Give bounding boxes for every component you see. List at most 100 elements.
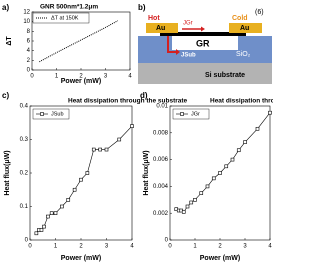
- y-tick-label: 6: [27, 39, 31, 45]
- x-tick-label: 0: [30, 74, 34, 80]
- legend-label: JSub: [51, 111, 64, 117]
- substrate-label: Si substrate: [205, 72, 245, 79]
- y-axis-label: Heat flux(μW): [143, 150, 150, 195]
- data-marker: [42, 224, 46, 229]
- panel-label: c): [2, 91, 9, 100]
- pad-label: Au: [156, 25, 165, 32]
- data-marker: [199, 191, 204, 195]
- data-marker: [79, 177, 83, 182]
- panel-label: b): [138, 3, 146, 12]
- y-tick-label: 0.008: [153, 130, 169, 136]
- panel-label: a): [2, 3, 9, 12]
- x-tick-label: 2: [79, 244, 83, 250]
- y-tick-label: 0.006: [153, 157, 169, 163]
- legend-box: [172, 108, 210, 120]
- graphene: [160, 32, 246, 36]
- oxide-label: SiO₂: [236, 51, 251, 58]
- arrowhead: [176, 49, 180, 55]
- y-tick-label: 0.01: [156, 104, 168, 110]
- x-tick-label: 3: [243, 244, 247, 250]
- y-tick-label: 0.4: [20, 104, 29, 110]
- data-marker: [236, 148, 241, 153]
- reference: (6): [255, 9, 264, 16]
- x-tick-label: 0: [168, 244, 172, 250]
- x-tick-label: 3: [105, 244, 109, 250]
- data-marker: [243, 140, 247, 144]
- figure: b) (6) Hot Cold Au Au JGr GR JSub SiO₂ S…: [2, 3, 273, 262]
- y-tick-label: 0.2: [20, 171, 29, 177]
- jsub-arrow: [167, 36, 176, 53]
- y-tick-label: 0: [165, 238, 169, 244]
- x-tick-label: 1: [193, 244, 197, 250]
- data-marker: [230, 157, 235, 162]
- data-marker: [193, 198, 197, 202]
- data-marker: [60, 204, 64, 209]
- x-tick-label: 1: [55, 74, 59, 80]
- x-axis-label: Power (mW): [61, 78, 101, 85]
- gr-box: [172, 36, 238, 50]
- legend-box: [32, 108, 70, 120]
- chart-title: GNR 500nm*1.2μm: [40, 4, 98, 11]
- legend-label: JGr: [191, 111, 200, 117]
- data-marker: [211, 176, 216, 181]
- data-marker: [255, 126, 260, 131]
- x-tick-label: 2: [79, 74, 83, 80]
- jsub-label: JSub: [181, 53, 196, 59]
- y-tick-label: 0.3: [20, 137, 29, 143]
- jgr-label: JGr: [183, 21, 193, 27]
- y-tick-label: 10: [23, 19, 30, 25]
- au-pad: [229, 23, 262, 33]
- y-tick-label: 8: [27, 29, 31, 35]
- data-marker: [66, 198, 71, 202]
- data-marker: [34, 231, 39, 236]
- panel-label: d): [140, 91, 148, 100]
- data-marker: [39, 228, 44, 232]
- data-marker: [218, 171, 222, 175]
- diagram: b) (6) Hot Cold Au Au JGr GR JSub SiO₂ S…: [138, 3, 272, 84]
- y-axis-label: Heat flux(μW): [4, 150, 11, 195]
- data-line: [36, 125, 133, 234]
- x-tick-label: 2: [218, 244, 222, 250]
- data-marker: [185, 204, 190, 209]
- data-marker: [49, 211, 54, 215]
- y-tick-label: 2: [27, 58, 31, 64]
- y-tick-label: 0.004: [153, 184, 169, 190]
- legend-marker: [40, 112, 44, 116]
- data-marker: [205, 184, 210, 189]
- x-axis-label: Power (mW): [61, 255, 101, 262]
- substrate-layer: [138, 63, 272, 84]
- y-tick-label: 4: [27, 48, 31, 54]
- y-tick-label: 0: [27, 68, 31, 74]
- data-marker: [85, 171, 90, 175]
- data-marker: [91, 147, 96, 152]
- y-tick-label: 0.1: [20, 204, 29, 210]
- y-tick-label: 0: [25, 238, 29, 244]
- data-line: [39, 20, 118, 63]
- y-axis-label: ΔT: [6, 36, 13, 46]
- data-marker: [117, 137, 122, 142]
- x-tick-label: 1: [54, 244, 58, 250]
- data-marker: [53, 211, 58, 215]
- hot-label: Hot: [148, 15, 160, 22]
- x-tick-label: 0: [28, 244, 32, 250]
- y-tick-label: 0.002: [153, 211, 169, 217]
- cold-label: Cold: [232, 15, 248, 22]
- x-axis-label: Power (mW): [200, 255, 240, 262]
- data-marker: [98, 147, 102, 152]
- y-tick-label: 12: [23, 10, 30, 16]
- arrowhead: [201, 26, 205, 32]
- data-marker: [46, 214, 50, 219]
- legend-box: [32, 12, 90, 24]
- legend-marker: [180, 112, 184, 116]
- chart-title: Heat dissipation through graphene: [210, 98, 273, 105]
- pad-label: Au: [240, 25, 249, 32]
- data-marker: [181, 210, 186, 214]
- data-marker: [268, 110, 272, 115]
- plot-frame: [29, 105, 133, 241]
- legend-label: ΔT at 150K: [51, 15, 79, 21]
- x-tick-label: 3: [104, 74, 108, 80]
- chart-title: Heat dissipation through the substrate: [68, 98, 188, 105]
- data-marker: [130, 124, 134, 128]
- data-marker: [72, 187, 77, 192]
- data-marker: [104, 147, 109, 152]
